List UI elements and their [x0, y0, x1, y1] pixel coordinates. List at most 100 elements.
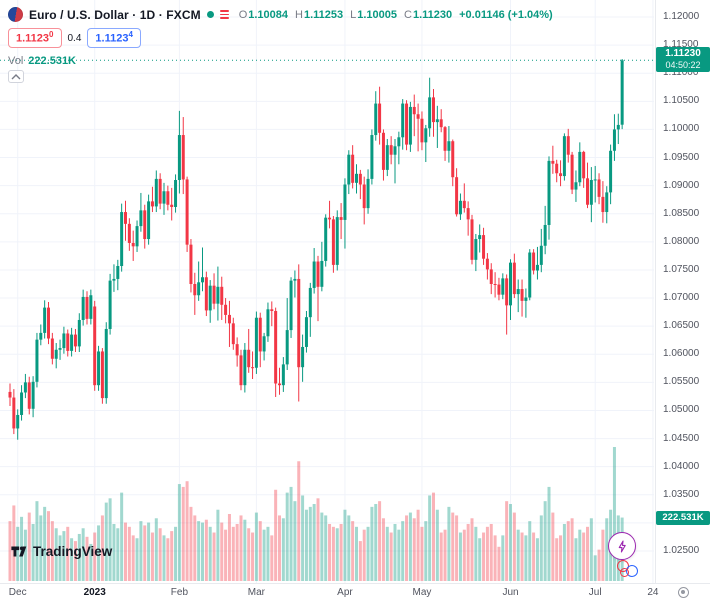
- chart-legend: Euro / U.S. Dollar · 1D · FXCM O 1.10084 …: [8, 6, 553, 83]
- volume-bar: [355, 526, 358, 581]
- volume-bar: [89, 543, 93, 581]
- volume-bar: [543, 501, 547, 581]
- candle-body: [23, 382, 27, 393]
- volume-bar: [162, 535, 166, 581]
- candle-body: [8, 391, 12, 398]
- volume-bar: [85, 536, 89, 581]
- price-axis[interactable]: 1.12000 1.11500 1.11000 1.10500 1.10000 1.095…: [655, 0, 710, 583]
- candle-body: [447, 141, 451, 151]
- volume-bar: [347, 515, 351, 581]
- candle-body: [73, 334, 77, 347]
- candle-body: [204, 277, 208, 311]
- volume-bar: [147, 522, 151, 581]
- boost-button[interactable]: [608, 532, 636, 560]
- volume-bar: [174, 526, 178, 581]
- sell-price: 1.1123: [16, 32, 50, 45]
- legend-menu-icon[interactable]: [219, 10, 229, 19]
- volume-bar: [120, 492, 124, 581]
- time-axis[interactable]: Dec 2023 Feb Mar Apr May Jun Jul 24: [0, 583, 710, 601]
- volume-bar: [482, 532, 486, 581]
- volume-bar: [50, 521, 54, 581]
- candle-body: [47, 307, 50, 339]
- volume-bar: [58, 535, 62, 581]
- volume-bar: [520, 532, 524, 581]
- candle-body: [478, 235, 482, 240]
- time-axis-label: 2023: [83, 587, 106, 598]
- chart-canvas[interactable]: [0, 0, 655, 583]
- candle-body: [620, 60, 624, 125]
- candle-body: [312, 261, 316, 288]
- reactions-button[interactable]: [617, 558, 645, 580]
- volume-bar: [116, 528, 120, 581]
- price-tick-label: 1.09500: [663, 151, 700, 163]
- volume-bar: [293, 501, 297, 581]
- low-value: 1.10005: [357, 8, 398, 21]
- volume-bar: [489, 523, 493, 581]
- candle-body: [89, 295, 93, 319]
- volume-bar: [416, 509, 420, 581]
- candle-body: [285, 330, 289, 365]
- volume-bar: [258, 521, 262, 581]
- symbol-title[interactable]: Euro / U.S. Dollar · 1D · FXCM: [29, 7, 201, 22]
- volume-bar: [35, 501, 39, 581]
- candle-body: [266, 309, 270, 337]
- volume-bar: [374, 504, 378, 581]
- candle-body: [289, 280, 293, 331]
- candle-body: [31, 381, 35, 409]
- candle-body: [551, 160, 555, 164]
- axis-corner[interactable]: [656, 584, 710, 600]
- candle-body: [243, 349, 247, 386]
- volume-legend-row: Vol 222.531K: [8, 55, 553, 67]
- candle-body: [566, 136, 570, 155]
- candle-body: [270, 309, 274, 311]
- candle-body: [420, 118, 424, 143]
- volume-bar: [104, 502, 108, 581]
- candle-body: [432, 97, 435, 123]
- candle-body: [501, 278, 505, 295]
- bar-countdown: 04:50:22: [665, 60, 701, 71]
- lightning-icon: [618, 540, 626, 552]
- candle-body: [35, 339, 39, 382]
- volume-bar: [23, 529, 27, 581]
- pane-collapse-button[interactable]: [8, 70, 24, 83]
- sell-quote-button[interactable]: 1.11230: [8, 28, 62, 48]
- price-tick-label: 1.02500: [663, 545, 700, 556]
- volume-bar: [532, 532, 536, 581]
- candles-layer: [8, 58, 624, 440]
- buy-quote-button[interactable]: 1.11234: [87, 28, 141, 48]
- volume-bar: [281, 518, 285, 581]
- candle-body: [489, 269, 493, 284]
- candle-body: [612, 129, 616, 151]
- volume-bar: [243, 519, 247, 581]
- volume-bar: [193, 515, 197, 581]
- price-volume-chart: [0, 0, 654, 583]
- volume-bar: [70, 538, 74, 581]
- candle-body: [578, 151, 582, 183]
- candle-body: [85, 296, 89, 319]
- volume-bar: [81, 528, 85, 581]
- candle-body: [474, 239, 478, 260]
- volume-bar: [339, 523, 343, 581]
- time-axis-label: Mar: [247, 587, 266, 598]
- candle-body: [347, 154, 351, 185]
- volume-bar: [301, 495, 305, 581]
- candle-body: [20, 392, 24, 415]
- candle-body: [455, 177, 459, 215]
- volume-bar: [432, 492, 435, 581]
- volume-bar: [158, 528, 162, 581]
- candle-body: [389, 145, 393, 155]
- candle-body: [224, 304, 228, 315]
- candle-body: [582, 151, 586, 179]
- volume-bar: [216, 509, 220, 581]
- price-tick-label: 1.09000: [663, 179, 700, 191]
- time-axis-label: Dec: [8, 587, 27, 598]
- ohlc-values: O 1.10084 H 1.11253 L 1.10005 C 1.11230 +0.0…: [239, 9, 553, 21]
- volume-bar: [435, 509, 439, 581]
- volume-bar: [189, 506, 193, 581]
- candle-body: [220, 286, 224, 305]
- candle-body: [185, 179, 189, 245]
- volume-bar: [16, 526, 20, 581]
- tradingview-branding[interactable]: TradingView: [10, 543, 112, 560]
- legend-symbol-row: Euro / U.S. Dollar · 1D · FXCM O 1.10084 …: [8, 6, 553, 23]
